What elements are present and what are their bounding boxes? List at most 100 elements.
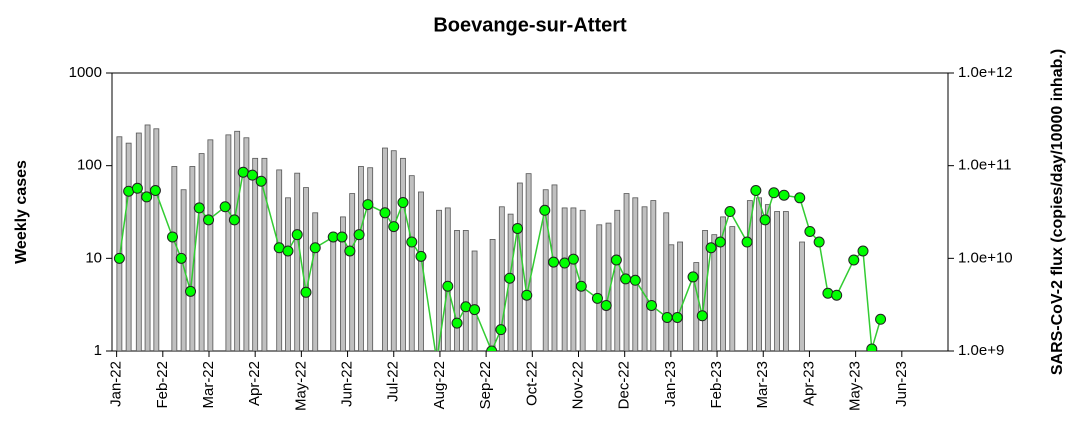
flux-point: [451, 317, 463, 329]
flux-point: [804, 225, 816, 237]
bar: [663, 212, 670, 351]
x-tick-label: Jun-23: [893, 361, 910, 407]
flux-point: [794, 192, 806, 204]
flux-point: [696, 310, 708, 322]
flux-point: [661, 311, 673, 323]
x-tick-label: Apr-23: [800, 361, 817, 406]
flux-point: [113, 252, 125, 264]
flux-point: [149, 184, 161, 196]
bar: [207, 139, 214, 351]
bar: [756, 197, 762, 351]
flux-point: [741, 236, 753, 248]
bar: [444, 207, 451, 351]
bar: [454, 230, 460, 351]
flux-point: [875, 313, 887, 325]
x-tick-label: Oct-22: [523, 361, 540, 406]
flux-point: [848, 254, 860, 266]
flux-point: [705, 242, 717, 254]
bar: [693, 262, 700, 351]
flux-point: [768, 187, 780, 199]
flux-point: [203, 214, 215, 226]
x-tick-label: Aug-22: [431, 361, 448, 409]
bar: [135, 132, 142, 351]
x-tick-label: Apr-22: [246, 361, 263, 406]
flux-point: [521, 289, 533, 301]
bar: [570, 207, 577, 351]
flux-point: [185, 285, 197, 297]
bar: [243, 137, 250, 351]
flux-point: [591, 292, 603, 304]
bar: [312, 212, 319, 351]
bar: [408, 175, 415, 351]
bar: [340, 216, 346, 351]
flux-point: [687, 271, 699, 283]
flux-point: [486, 345, 498, 351]
flux-point: [362, 199, 374, 211]
x-tick-label: Mar-23: [754, 361, 771, 409]
flux-point: [237, 166, 249, 178]
bar: [677, 241, 684, 351]
bar: [349, 193, 356, 351]
bar: [390, 150, 397, 351]
bar: [303, 187, 309, 351]
x-tick-label: Feb-23: [708, 361, 725, 409]
flux-point: [548, 256, 560, 268]
flux-point: [309, 242, 321, 254]
flux-point: [300, 286, 312, 298]
y-tick-label: 10: [85, 249, 102, 266]
flux-point: [131, 182, 143, 194]
bar: [358, 166, 364, 351]
x-tick-label: Sep-22: [477, 361, 494, 409]
flux-point: [750, 184, 762, 196]
bar: [330, 234, 337, 351]
flux-point: [246, 169, 258, 181]
flux-point: [645, 299, 657, 311]
x-tick-label: Feb-22: [154, 361, 171, 409]
flux-point: [336, 231, 348, 243]
flux-point: [778, 189, 790, 201]
bar: [668, 244, 675, 351]
x-tick-label: Jun-22: [339, 361, 356, 407]
y-tick-label: 100: [77, 157, 102, 174]
flux-point: [406, 236, 418, 248]
bar: [579, 209, 586, 351]
bar: [294, 172, 301, 351]
flux-point: [539, 204, 551, 216]
bar: [471, 250, 478, 351]
flux-point: [512, 222, 524, 234]
x-tick-label: Jan-22: [108, 361, 125, 407]
x-tick-label: Jul-22: [385, 361, 402, 402]
bar: [774, 211, 781, 351]
bar: [561, 207, 568, 351]
flux-point: [866, 343, 878, 351]
bar: [596, 224, 603, 351]
y2-tick-label: 1.0e+12: [958, 64, 1013, 81]
x-tick-label: Jan-23: [662, 361, 679, 407]
bar: [382, 147, 388, 351]
bar: [764, 204, 771, 351]
flux-point: [620, 273, 632, 285]
bar: [641, 206, 648, 351]
x-tick-label: Mar-22: [200, 361, 217, 409]
bar: [614, 209, 621, 351]
bar: [153, 128, 160, 351]
flux-point: [575, 280, 587, 292]
x-tick-label: May-23: [847, 361, 864, 411]
bar: [782, 211, 789, 351]
flux-point: [442, 280, 454, 292]
bar: [180, 189, 187, 351]
bar: [367, 167, 374, 351]
y2-tick-label: 1.0e+9: [958, 342, 1004, 359]
bar: [516, 182, 523, 351]
plot-area: [113, 124, 887, 351]
flux-point: [353, 229, 365, 241]
flux-point: [379, 207, 391, 219]
flux-point: [469, 304, 481, 316]
bar: [729, 226, 736, 351]
y2-tick-label: 1.0e+11: [958, 157, 1012, 174]
flux-point: [600, 299, 612, 311]
bar: [799, 241, 805, 351]
flux-point: [567, 253, 579, 265]
